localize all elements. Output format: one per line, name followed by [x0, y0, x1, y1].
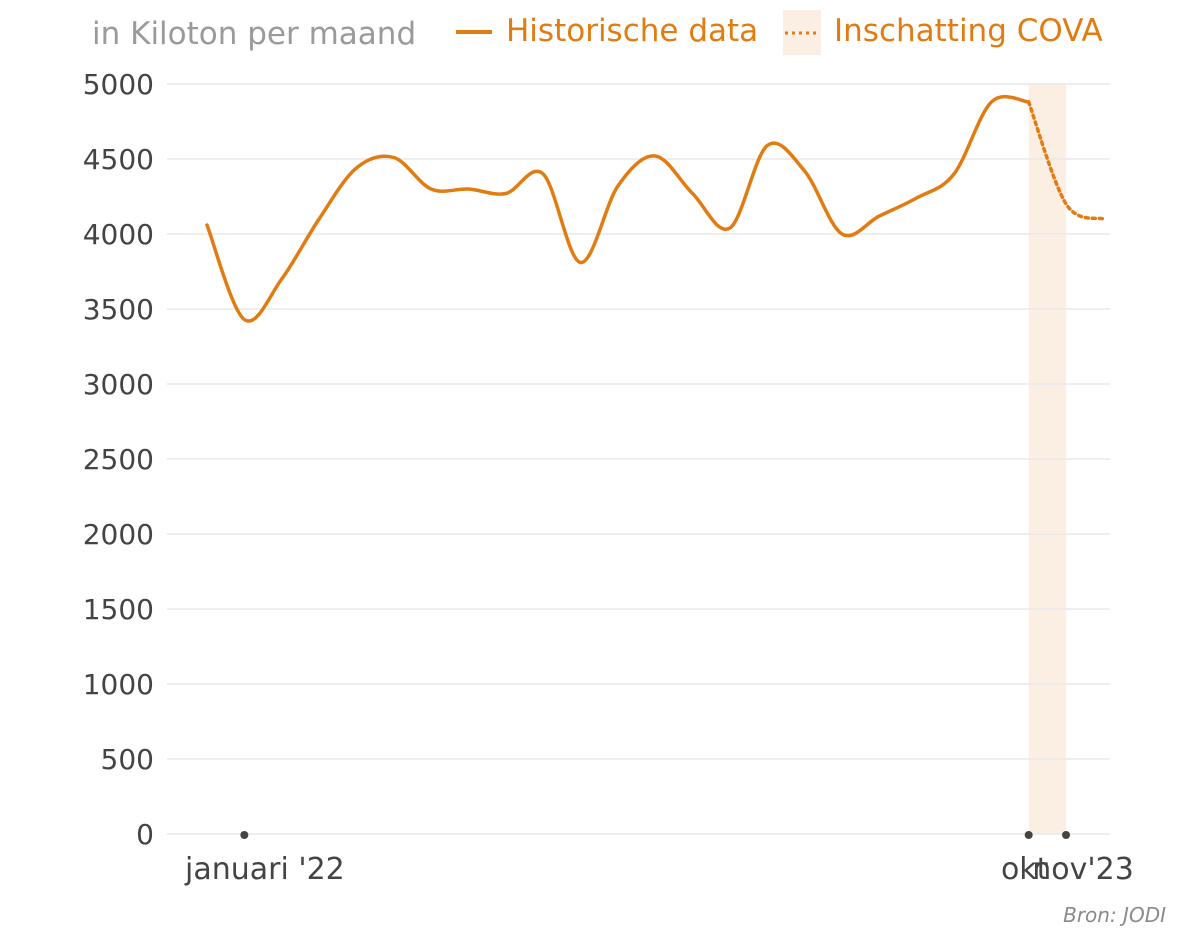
- x-tick-dot-2: [1062, 831, 1071, 839]
- x-tick-label-0: januari '22: [184, 852, 345, 887]
- x-tick-label-2: nov'23: [1032, 852, 1134, 887]
- series-line-forecast: [1026, 100, 1106, 221]
- x-tick-dot-1: [1024, 831, 1033, 839]
- legend-label-forecast: Inschatting COVA: [834, 13, 1103, 49]
- plot-area: 0 500 1000 1500 2000 2500 3000 3500 4000 4500 5000…: [83, 68, 1134, 887]
- y-tick-label-1500: 1500: [83, 593, 154, 626]
- unit-label: in Kiloton per maand: [92, 16, 416, 52]
- y-tick-label-4000: 4000: [83, 218, 154, 251]
- y-tick-label-0: 0: [136, 818, 154, 851]
- y-tick-label-5000: 5000: [83, 68, 154, 101]
- series-line-historical: [205, 94, 1031, 323]
- legend-label-historical: Historische data: [506, 13, 758, 49]
- y-tick-label-3000: 3000: [83, 368, 154, 401]
- y-tick-label-1000: 1000: [83, 668, 154, 701]
- legend: Historische data Inschatting COVA: [456, 10, 1103, 55]
- x-tick-dot-0: [240, 831, 249, 839]
- x-tick-label-1: okt: [1001, 852, 1049, 887]
- y-tick-label-500: 500: [101, 743, 154, 776]
- y-tick-label-3500: 3500: [83, 293, 154, 326]
- y-tick-label-2000: 2000: [83, 518, 154, 551]
- y-tick-label-2500: 2500: [83, 443, 154, 476]
- source-note: Bron: JODI: [1063, 903, 1166, 927]
- y-tick-label-4500: 4500: [83, 143, 154, 176]
